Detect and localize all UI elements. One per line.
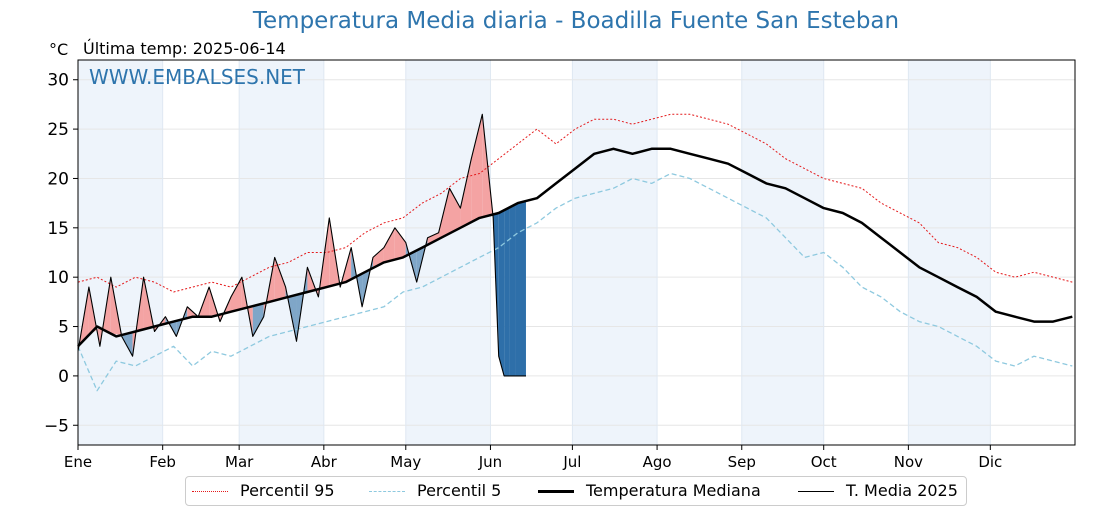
y-tick-label: −5 <box>44 416 69 436</box>
deviation-fill <box>520 201 526 376</box>
x-tick-label: Dic <box>978 453 1002 471</box>
x-tick-label: Nov <box>894 453 923 471</box>
x-tick-label: Ene <box>64 453 92 471</box>
y-tick-label: 15 <box>47 219 69 239</box>
deviation-fill <box>504 207 510 376</box>
deviation-fill <box>460 158 472 228</box>
month-band <box>78 60 163 445</box>
deviation-fill <box>252 303 264 337</box>
y-tick-label: 0 <box>58 367 69 387</box>
legend-swatch-current <box>798 491 834 492</box>
deviation-fill <box>427 232 439 245</box>
series-line-p5 <box>77 172 1073 392</box>
legend-label-p95: Percentil 95 <box>240 481 335 500</box>
month-band <box>572 60 658 445</box>
x-tick-label: May <box>390 453 421 471</box>
x-tick-label: Jul <box>562 453 581 471</box>
series-line-p95 <box>77 113 1073 293</box>
y-tick-label: 20 <box>47 169 69 189</box>
series-line-current <box>77 113 526 377</box>
chart-title: Temperatura Media diaria - Boadilla Fuen… <box>252 8 900 34</box>
legend-label-current: T. Media 2025 <box>846 481 958 500</box>
y-tick-label: 30 <box>47 71 69 91</box>
legend-swatch-p95 <box>192 491 228 492</box>
x-tick-label: Feb <box>149 453 176 471</box>
y-tick-label: 5 <box>58 318 69 338</box>
deviation-fill <box>449 188 461 234</box>
deviation-fill <box>230 277 242 312</box>
deviation-fill <box>340 247 352 288</box>
legend-swatch-p5 <box>369 491 405 492</box>
legend-swatch-median <box>538 490 574 493</box>
legend: Percentil 95 Percentil 5 Temperatura Med… <box>185 476 967 506</box>
deviation-fill <box>515 202 521 376</box>
deviation-fill <box>394 227 406 260</box>
deviation-fill <box>498 210 505 376</box>
deviation-fill <box>509 204 516 376</box>
y-unit-label: °C <box>49 40 69 59</box>
plot-frame <box>77 59 1076 446</box>
x-tick-label: Sep <box>728 453 756 471</box>
y-tick-label: 25 <box>47 120 69 140</box>
watermark: WWW.EMBALSES.NET <box>89 65 306 89</box>
month-band <box>239 60 324 445</box>
x-tick-label: Oct <box>811 453 837 471</box>
y-tick-label: 10 <box>47 268 69 288</box>
deviation-fill <box>471 114 483 223</box>
x-tick-label: Abr <box>311 453 338 471</box>
x-tick-label: Ago <box>643 453 672 471</box>
series-line-median <box>77 147 1073 348</box>
last-temp-label: Última temp: 2025-06-14 <box>83 39 286 58</box>
x-tick-label: Jun <box>478 453 502 471</box>
x-tick-label: Mar <box>225 453 254 471</box>
deviation-fill <box>274 257 286 301</box>
legend-label-p5: Percentil 5 <box>417 481 502 500</box>
legend-label-median: Temperatura Mediana <box>586 481 761 500</box>
deviation-fill <box>383 227 395 263</box>
month-band <box>908 60 991 445</box>
month-band <box>741 60 824 445</box>
